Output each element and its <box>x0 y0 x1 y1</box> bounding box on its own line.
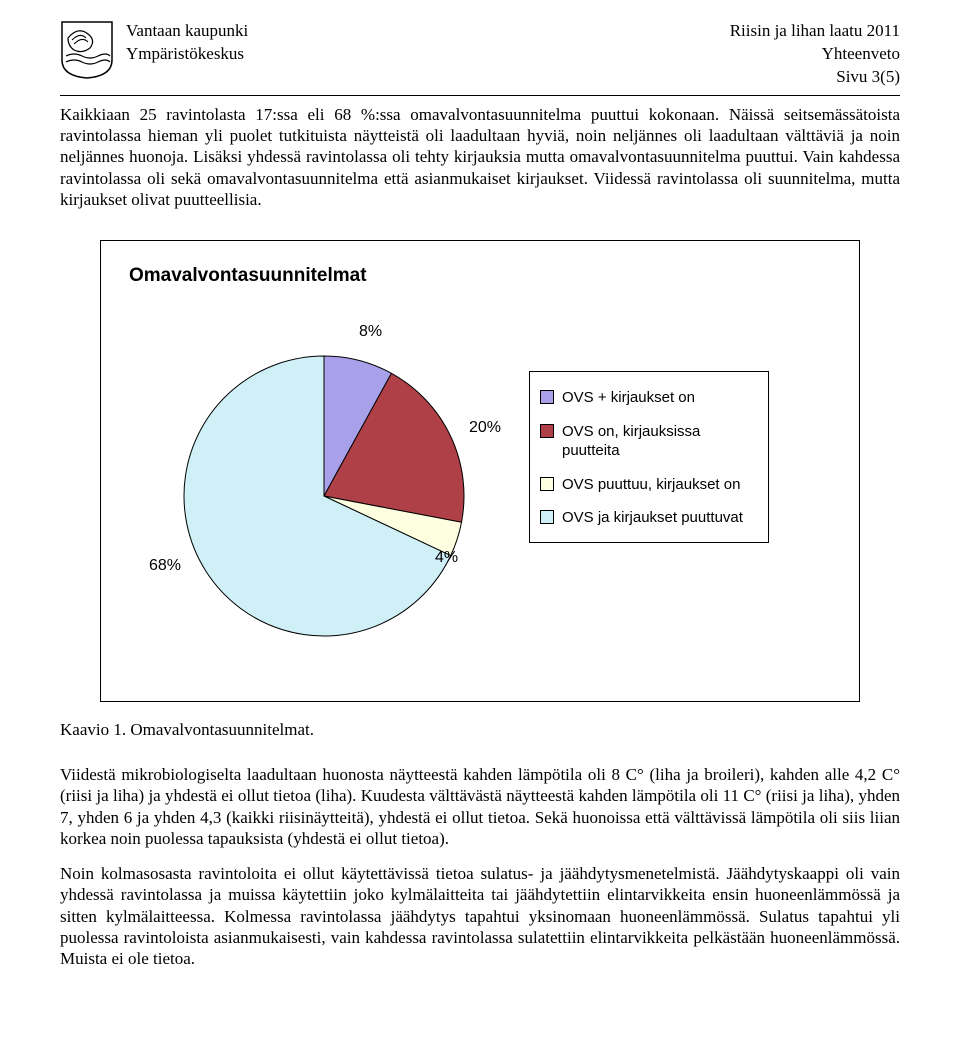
pct-label-20: 20% <box>469 419 501 437</box>
chart-row: 8% 20% 4% 68% OVS + kirjaukset on OVS on… <box>129 321 831 661</box>
legend-item: OVS ja kirjaukset puuttuvat <box>540 508 756 528</box>
legend-swatch <box>540 510 554 524</box>
paragraph-3: Noin kolmasosasta ravintoloita ei ollut … <box>60 863 900 969</box>
dept-name: Ympäristökeskus <box>126 43 730 66</box>
legend-item: OVS puuttuu, kirjaukset on <box>540 475 756 495</box>
legend-text: OVS on, kirjauksissa puutteita <box>562 422 756 461</box>
pct-label-4: 4% <box>435 549 458 567</box>
paragraph-1: Kaikkiaan 25 ravintolasta 17:ssa eli 68 … <box>60 104 900 210</box>
city-logo <box>60 20 114 80</box>
legend-text: OVS + kirjaukset on <box>562 388 756 408</box>
paragraph-2: Viidestä mikrobiologiselta laadultaan hu… <box>60 764 900 849</box>
legend-item: OVS + kirjaukset on <box>540 388 756 408</box>
pie-chart: 8% 20% 4% 68% <box>129 321 529 661</box>
doc-title: Riisin ja lihan laatu 2011 <box>730 20 900 43</box>
chart-caption: Kaavio 1. Omavalvontasuunnitelmat. <box>60 720 900 740</box>
doc-subtitle: Yhteenveto <box>730 43 900 66</box>
header-right: Riisin ja lihan laatu 2011 Yhteenveto Si… <box>730 20 900 89</box>
org-name: Vantaan kaupunki <box>126 20 730 43</box>
chart-title: Omavalvontasuunnitelmat <box>129 265 831 287</box>
pct-label-8: 8% <box>359 323 382 341</box>
chart-panel: Omavalvontasuunnitelmat 8% 20% 4% 68% OV… <box>100 240 860 702</box>
legend-text: OVS puuttuu, kirjaukset on <box>562 475 756 495</box>
header-left: Vantaan kaupunki Ympäristökeskus <box>126 20 730 66</box>
page: Vantaan kaupunki Ympäristökeskus Riisin … <box>0 0 960 1023</box>
legend-swatch <box>540 424 554 438</box>
page-header: Vantaan kaupunki Ympäristökeskus Riisin … <box>60 20 900 96</box>
chart-legend: OVS + kirjaukset on OVS on, kirjauksissa… <box>529 371 769 543</box>
pct-label-68: 68% <box>149 557 181 575</box>
legend-swatch <box>540 477 554 491</box>
page-number: Sivu 3(5) <box>730 66 900 89</box>
legend-item: OVS on, kirjauksissa puutteita <box>540 422 756 461</box>
legend-text: OVS ja kirjaukset puuttuvat <box>562 508 756 528</box>
legend-swatch <box>540 390 554 404</box>
